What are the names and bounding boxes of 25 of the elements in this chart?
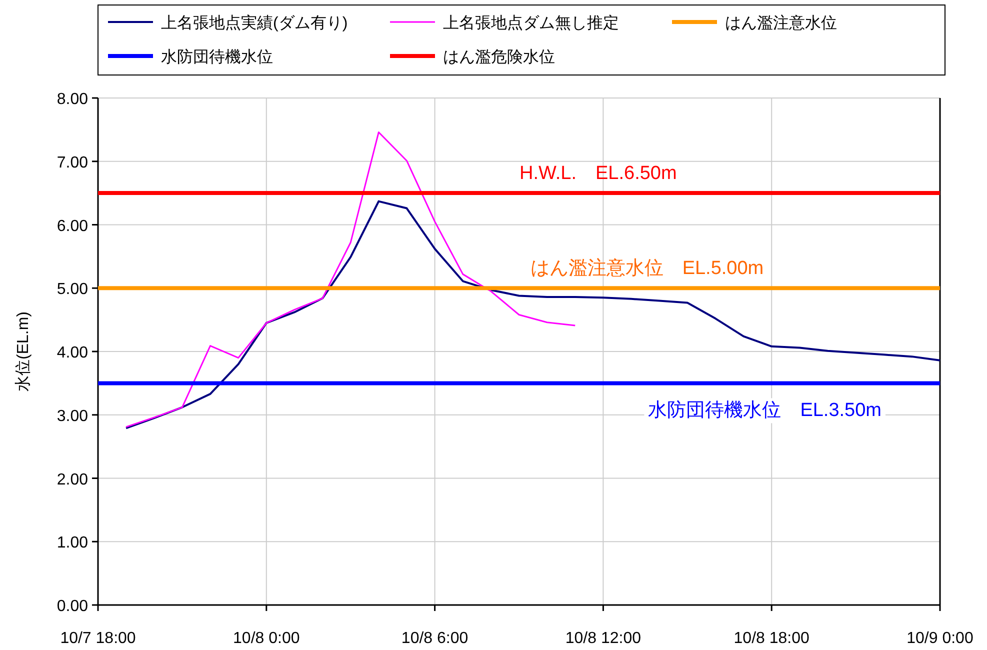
y-axis-title: 水位(EL.m): [14, 312, 32, 392]
x-tick-label: 10/8 18:00: [734, 630, 810, 647]
y-tick-label: 5.00: [56, 281, 88, 298]
line-series: [125, 200, 941, 430]
x-tick-label: 10/7 18:00: [60, 630, 136, 647]
annotation: H.W.L. EL.6.50m: [519, 163, 677, 184]
y-tick-label: 0.00: [56, 598, 88, 615]
y-tick-label: 1.00: [56, 534, 88, 552]
x-tick-label: 10/8 0:00: [233, 630, 300, 647]
legend-label: 水防団待機水位: [161, 48, 273, 66]
x-tick-label: 10/8 12:00: [565, 630, 642, 647]
x-tick-label: 10/9 0:00: [906, 630, 974, 647]
legend-label: はん濫注意水位: [725, 14, 837, 32]
annotation: 水防団待機水位 EL.3.50m: [648, 400, 882, 422]
annotation: はん濫注意水位 EL.5.00m: [530, 257, 764, 280]
legend-label: 上名張地点実績(ダム有り): [161, 14, 348, 32]
x-tick-label: 10/8 6:00: [401, 630, 468, 647]
legend-label: はん濫危険水位: [443, 48, 555, 66]
legend-label: 上名張地点ダム無し推定: [443, 14, 619, 32]
y-tick-label: 7.00: [56, 154, 88, 172]
y-tick-label: 2.00: [56, 471, 88, 488]
y-tick-label: 3.00: [56, 408, 88, 425]
y-tick-label: 6.00: [56, 218, 88, 235]
y-tick-label: 8.00: [56, 91, 88, 108]
y-tick-label: 4.00: [56, 344, 88, 362]
